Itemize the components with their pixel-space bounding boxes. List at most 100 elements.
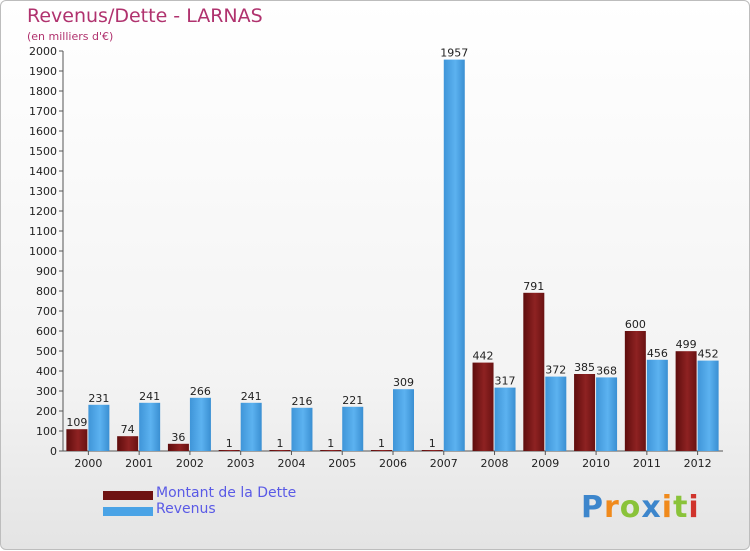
data-label-revenus: 241: [241, 390, 262, 403]
bar-revenus: [189, 397, 211, 451]
data-label-revenus: 368: [596, 364, 617, 377]
data-label-dette: 600: [625, 318, 646, 331]
bar-revenus: [393, 389, 414, 451]
bar-revenus: [443, 59, 465, 451]
bar-dette: [117, 436, 139, 451]
data-label-dette: 1: [327, 437, 334, 450]
logo-letter: i: [688, 490, 700, 525]
y-tick-label: 1100: [29, 225, 57, 238]
bar-dette: [269, 450, 291, 451]
data-label-revenus: 309: [393, 376, 414, 389]
y-tick-label: 800: [36, 285, 57, 298]
data-label-dette: 791: [523, 280, 544, 293]
bar-dette: [624, 331, 646, 451]
y-tick-label: 1600: [29, 125, 57, 138]
bar-revenus: [697, 360, 719, 451]
axes: 0100200300400500600700800900100011001200…: [29, 45, 723, 470]
x-tick-label: 2009: [531, 457, 559, 470]
data-label-revenus: 456: [647, 347, 668, 360]
proxiti-logo: Proxiti: [581, 490, 700, 525]
data-label-dette: 1: [226, 437, 233, 450]
y-tick-label: 1000: [29, 245, 57, 258]
y-tick-label: 1200: [29, 205, 57, 218]
data-label-dette: 36: [171, 431, 185, 444]
bar-revenus: [545, 376, 567, 451]
data-label-revenus: 221: [342, 394, 363, 407]
y-tick-label: 1900: [29, 65, 57, 78]
bar-dette: [523, 292, 545, 451]
bar-revenus: [646, 359, 668, 451]
bar-dette: [320, 450, 342, 451]
logo-letter: t: [673, 490, 689, 525]
bar-dette: [66, 429, 88, 451]
logo-letter: r: [604, 490, 620, 525]
bar-revenus: [342, 406, 364, 451]
data-label-dette: 499: [676, 338, 697, 351]
y-tick-label: 100: [36, 425, 57, 438]
bar-revenus: [494, 387, 516, 451]
y-tick-label: 700: [36, 305, 57, 318]
bar-dette: [675, 351, 697, 451]
data-label-dette: 109: [66, 416, 87, 429]
x-tick-label: 2005: [328, 457, 356, 470]
data-label-dette: 1: [276, 437, 283, 450]
y-tick-label: 1500: [29, 145, 57, 158]
x-tick-label: 2000: [74, 457, 102, 470]
bar-revenus: [291, 407, 313, 451]
data-label-dette: 1: [378, 437, 385, 450]
y-tick-label: 400: [36, 365, 57, 378]
y-tick-label: 900: [36, 265, 57, 278]
data-label-dette: 385: [574, 361, 595, 374]
x-tick-label: 2008: [481, 457, 509, 470]
data-label-revenus: 452: [698, 348, 719, 361]
data-label-revenus: 372: [545, 364, 566, 377]
legend-swatch-dette: [103, 491, 153, 500]
chart-title: Revenus/Dette - LARNAS: [27, 5, 263, 27]
data-label-revenus: 1957: [440, 47, 468, 60]
data-label-revenus: 266: [190, 385, 211, 398]
x-tick-label: 2004: [277, 457, 305, 470]
y-tick-label: 500: [36, 345, 57, 358]
x-tick-label: 2001: [125, 457, 153, 470]
x-tick-label: 2003: [227, 457, 255, 470]
legend-swatch-revenus: [103, 507, 153, 516]
logo-letter: i: [661, 490, 674, 525]
bar-revenus: [240, 402, 262, 451]
bar-dette: [574, 374, 596, 451]
y-tick-label: 2000: [29, 45, 57, 58]
bar-dette: [371, 450, 392, 451]
data-label-revenus: 241: [139, 390, 160, 403]
logo-letter: x: [641, 490, 662, 525]
bar-revenus: [139, 402, 161, 451]
data-label-revenus: 216: [291, 395, 312, 408]
bar-revenus: [88, 404, 110, 451]
x-tick-label: 2010: [582, 457, 610, 470]
x-tick-label: 2012: [684, 457, 712, 470]
chart-subtitle: (en milliers d'€): [27, 30, 114, 43]
y-tick-label: 1800: [29, 85, 57, 98]
y-tick-label: 200: [36, 405, 57, 418]
data-label-dette: 74: [121, 423, 135, 436]
x-tick-label: 2006: [379, 457, 407, 470]
y-tick-label: 600: [36, 325, 57, 338]
x-tick-label: 2002: [176, 457, 204, 470]
logo-letter: P: [581, 490, 604, 525]
data-label-revenus: 231: [88, 392, 109, 405]
bar-dette: [218, 450, 240, 451]
data-label-dette: 442: [473, 350, 494, 363]
legend-label-revenus: Revenus: [156, 501, 216, 517]
y-tick-label: 1400: [29, 165, 57, 178]
x-tick-label: 2011: [633, 457, 661, 470]
bar-dette: [472, 362, 494, 451]
y-tick-label: 1300: [29, 185, 57, 198]
y-tick-label: 300: [36, 385, 57, 398]
bar-revenus: [596, 377, 618, 451]
bar-dette: [167, 443, 189, 451]
bar-dette: [421, 450, 443, 451]
y-tick-label: 0: [50, 445, 57, 458]
x-tick-label: 2007: [430, 457, 458, 470]
y-tick-label: 1700: [29, 105, 57, 118]
bars: [66, 59, 719, 451]
data-label-revenus: 317: [495, 375, 516, 388]
